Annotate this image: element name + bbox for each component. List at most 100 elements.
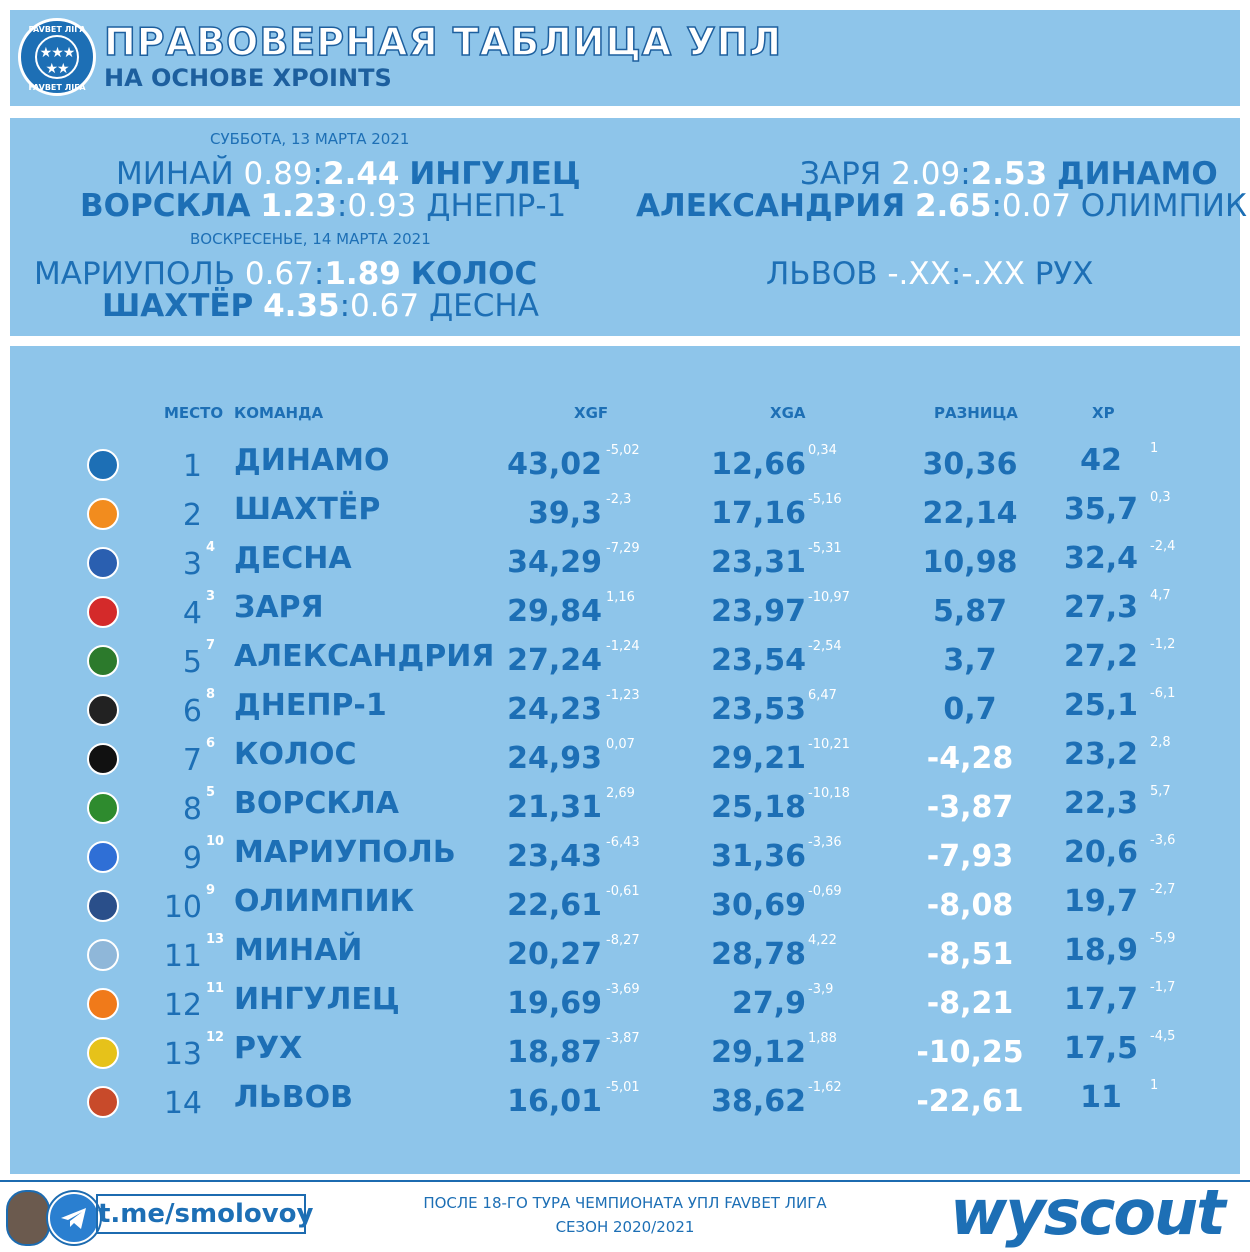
place: 8 [182, 792, 202, 827]
home-score: 1.23 [260, 188, 337, 224]
xp-delta: 5,7 [1150, 784, 1171, 799]
previous-place: 7 [206, 638, 216, 653]
xp-value: 17,7 [1063, 982, 1139, 1017]
xp-delta: 1 [1150, 441, 1159, 456]
xga-value: 27,9 [731, 986, 806, 1021]
team-name: ШАХТЁР [234, 492, 381, 527]
xp-value: 17,5 [1063, 1031, 1139, 1066]
team-crest-icon [86, 497, 120, 531]
xga-value: 23,54 [711, 643, 806, 678]
column-header-place: МЕСТО [164, 404, 224, 422]
place: 6 [182, 694, 202, 729]
xgf-delta: -1,24 [606, 639, 640, 654]
xga-delta: -10,21 [808, 737, 850, 752]
xga-delta: -0,69 [808, 884, 842, 899]
xgf-value: 16,01 [507, 1084, 602, 1119]
home-team: АЛЕКСАНДРИЯ [636, 188, 906, 224]
team-crest-icon [86, 840, 120, 874]
xgf-delta: 1,16 [606, 590, 635, 605]
xga-value: 29,21 [711, 741, 806, 776]
away-team: РУХ [1034, 256, 1094, 292]
team-crest-icon [86, 889, 120, 923]
away-team: ОЛИМПИК [1080, 188, 1247, 224]
author-avatar [6, 1190, 50, 1246]
xgf-value: 19,69 [507, 986, 602, 1021]
table-row: 2 ШАХТЁР 39,3 -2,3 17,16 -5,16 22,14 35,7 0,3 [0, 491, 1250, 540]
place: 3 [182, 547, 202, 582]
place: 2 [182, 498, 202, 533]
xp-delta: -5,9 [1150, 931, 1176, 946]
place: 7 [182, 743, 202, 778]
xga-delta: -10,18 [808, 786, 850, 801]
xp-delta: -1,2 [1150, 637, 1176, 652]
match-row: ЗАРЯ 2.09:2.53 ДИНАМО [800, 156, 1218, 192]
logo-top-text: FAVBET ЛІГА [28, 25, 86, 34]
xgf-delta: 0,07 [606, 737, 635, 752]
team-name: ДИНАМО [234, 443, 390, 478]
table-row: 10 9 ОЛИМПИК 22,61 -0,61 30,69 -0,69 -8,08 19,7-… [0, 883, 1250, 932]
xgf-value: 39,3 [527, 496, 602, 531]
table-row: 3 4 ДЕСНА 34,29 -7,29 23,31 -5,31 10,98 32,4 -2,4 [0, 540, 1250, 589]
footer-season: СЕЗОН 2020/2021 [555, 1218, 695, 1236]
team-crest-icon [86, 595, 120, 629]
previous-place: 10 [206, 834, 225, 849]
matches-panel [10, 118, 1240, 336]
xgf-delta: -0,61 [606, 884, 640, 899]
table-row: 1 ДИНАМО 43,02 -5,02 12,66 0,34 30,36 42 1 [0, 442, 1250, 491]
footer [0, 1180, 1250, 1252]
xgf-value: 27,24 [507, 643, 602, 678]
away-team: ИНГУЛЕЦ [409, 156, 581, 192]
home-team: МИНАЙ [116, 156, 234, 192]
xp-delta: 2,8 [1150, 735, 1171, 750]
difference-value: -8,08 [926, 888, 1014, 923]
away-team: ДНЕПР-1 [426, 188, 567, 224]
table-row: 5 7 АЛЕКСАНДРИЯ 27,24 -1,24 23,54 -2,54 3,7 27,2… [0, 638, 1250, 687]
wyscout-logo: wyscout [950, 1176, 1226, 1249]
page-subtitle: НА ОСНОВЕ XPOINTS [104, 64, 392, 92]
previous-place: 12 [206, 1030, 225, 1045]
match-row: ШАХТЁР 4.35:0.67 ДЕСНА [102, 288, 539, 324]
away-score: 0.67 [350, 288, 420, 324]
table-row: 7 6 КОЛОС 24,93 0,07 29,21 -10,21 -4,28 23,2 2,8 [0, 736, 1250, 785]
table-row: 8 5 ВОРСКЛА 21,31 2,69 25,18 -10,18 -3,87 22,3 5,… [0, 785, 1250, 834]
team-name: ДНЕПР-1 [234, 688, 387, 723]
xp-delta: -4,5 [1150, 1029, 1176, 1044]
home-team: ЛЬВОВ [766, 256, 878, 292]
place: 1 [182, 449, 202, 484]
xga-delta: -3,36 [808, 835, 842, 850]
xp-delta: 1 [1150, 1078, 1159, 1093]
table-row: 6 8 ДНЕПР-1 24,23 -1,23 23,53 6,47 0,7 25,1 -6,1 [0, 687, 1250, 736]
xp-value: 35,7 [1063, 492, 1139, 527]
team-crest-icon [86, 448, 120, 482]
home-score: 4.35 [263, 288, 340, 324]
difference-value: -10,25 [916, 1035, 1024, 1070]
place: 4 [182, 596, 202, 631]
place: 5 [182, 645, 202, 680]
xp-delta: -6,1 [1150, 686, 1176, 701]
xp-delta: -2,4 [1150, 539, 1176, 554]
xgf-delta: -3,87 [606, 1031, 640, 1046]
xgf-value: 34,29 [507, 545, 602, 580]
xgf-delta: -5,01 [606, 1080, 640, 1095]
place: 13 [163, 1037, 202, 1072]
previous-place: 11 [206, 981, 225, 996]
home-score: 2.65 [914, 188, 992, 224]
previous-place: 5 [206, 785, 216, 800]
telegram-link[interactable]: t.me/smolovoy [96, 1194, 314, 1234]
xga-delta: -5,16 [808, 492, 842, 507]
xga-delta: -5,31 [808, 541, 842, 556]
column-header-difference: РАЗНИЦА [934, 404, 1018, 422]
team-crest-icon [86, 644, 120, 678]
difference-value: 0,7 [943, 692, 997, 727]
standings-panel [10, 346, 1240, 1174]
footer-round-info: ПОСЛЕ 18-ГО ТУРА ЧЕМПИОНАТА УПЛ FAVBET Л… [423, 1194, 827, 1212]
difference-value: -8,21 [926, 986, 1014, 1021]
xp-value: 27,2 [1063, 639, 1139, 674]
xp-delta: -3,6 [1150, 833, 1176, 848]
team-name: ОЛИМПИК [234, 884, 415, 919]
team-name: РУХ [234, 1031, 303, 1066]
away-team: ДИНАМО [1057, 156, 1218, 192]
match-row: ЛЬВОВ -.XX:-.XX РУХ [766, 256, 1094, 292]
team-name: МИНАЙ [234, 933, 363, 968]
previous-place: 6 [206, 736, 216, 751]
